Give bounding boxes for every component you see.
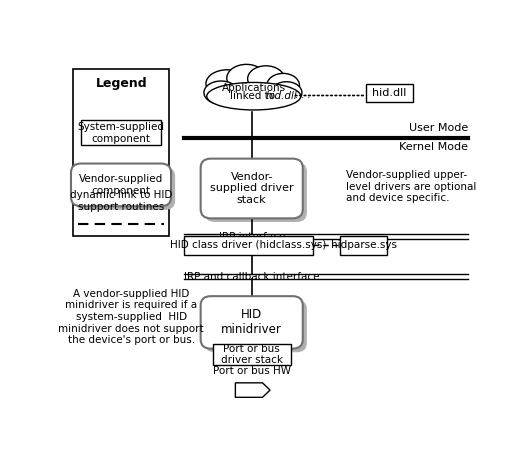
Text: HID class driver (hidclass.sys): HID class driver (hidclass.sys) [170, 240, 327, 251]
Text: Port or bus HW: Port or bus HW [213, 366, 291, 376]
Polygon shape [236, 383, 270, 397]
FancyBboxPatch shape [71, 164, 171, 206]
Text: dynamic link to HID
support routines: dynamic link to HID support routines [70, 190, 172, 212]
Text: linked to: linked to [230, 91, 278, 101]
Ellipse shape [204, 81, 238, 104]
Text: User Mode: User Mode [409, 124, 468, 133]
Text: IRP interface: IRP interface [219, 232, 285, 242]
Text: A vendor-supplied HID
minidriver is required if a
system-supplied  HID
minidrive: A vendor-supplied HID minidriver is requ… [58, 289, 204, 345]
Ellipse shape [206, 70, 248, 97]
Text: hid.dll: hid.dll [265, 91, 297, 101]
Bar [213, 344, 290, 365]
FancyBboxPatch shape [204, 162, 307, 222]
Text: Vendor-supplied upper-
level drivers are optional
and device specific.: Vendor-supplied upper- level drivers are… [346, 170, 476, 204]
Ellipse shape [227, 64, 266, 92]
FancyBboxPatch shape [201, 296, 302, 349]
Bar [73, 69, 169, 235]
Text: hidparse.sys: hidparse.sys [331, 240, 397, 251]
Text: Vendor-
supplied driver
stack: Vendor- supplied driver stack [210, 172, 294, 205]
Text: Applications: Applications [222, 83, 286, 93]
Bar [366, 84, 413, 102]
FancyBboxPatch shape [204, 300, 307, 352]
Text: Vendor-supplied
component: Vendor-supplied component [79, 174, 163, 196]
Ellipse shape [248, 66, 285, 92]
Text: Kernel Mode: Kernel Mode [399, 142, 468, 152]
Bar [340, 236, 387, 255]
Ellipse shape [267, 73, 299, 97]
Text: . . .: . . . [295, 91, 310, 101]
Text: HID
minidriver: HID minidriver [221, 308, 282, 337]
Bar [81, 120, 161, 145]
Ellipse shape [271, 82, 302, 103]
FancyBboxPatch shape [75, 167, 175, 210]
Text: IRP and callback interface: IRP and callback interface [184, 272, 319, 282]
Ellipse shape [207, 82, 301, 110]
Text: Port or bus
driver stack: Port or bus driver stack [221, 344, 282, 365]
Bar [184, 236, 313, 255]
Text: hid.dll: hid.dll [373, 88, 407, 98]
Text: System-supplied
component: System-supplied component [77, 122, 165, 143]
Text: Legend: Legend [95, 77, 147, 90]
FancyBboxPatch shape [201, 159, 302, 219]
